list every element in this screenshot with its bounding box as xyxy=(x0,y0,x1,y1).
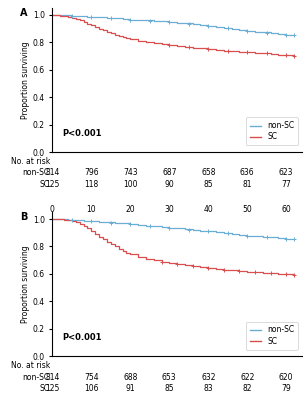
Text: 658: 658 xyxy=(201,168,216,177)
Text: A: A xyxy=(20,8,27,18)
Text: SC: SC xyxy=(40,180,50,189)
Text: P<0.001: P<0.001 xyxy=(62,129,102,138)
Text: P<0.001: P<0.001 xyxy=(62,333,102,342)
Text: 83: 83 xyxy=(204,384,213,393)
Text: No. at risk: No. at risk xyxy=(10,157,50,166)
Text: non-SC: non-SC xyxy=(23,372,50,382)
Text: 125: 125 xyxy=(45,384,59,393)
Text: 85: 85 xyxy=(164,384,174,393)
Text: 687: 687 xyxy=(162,168,176,177)
Text: B: B xyxy=(20,212,27,222)
Text: 796: 796 xyxy=(84,168,99,177)
Text: 100: 100 xyxy=(123,180,138,189)
Text: 623: 623 xyxy=(279,168,294,177)
Text: 106: 106 xyxy=(84,384,99,393)
Text: 91: 91 xyxy=(126,384,135,393)
Text: 118: 118 xyxy=(84,180,99,189)
Text: 82: 82 xyxy=(242,384,252,393)
Text: 620: 620 xyxy=(279,372,294,382)
Text: 90: 90 xyxy=(164,180,174,189)
Text: 85: 85 xyxy=(204,180,213,189)
Y-axis label: Proportion surviving: Proportion surviving xyxy=(21,41,30,119)
Text: No. at risk: No. at risk xyxy=(10,361,50,370)
Text: SC: SC xyxy=(40,384,50,393)
Text: 743: 743 xyxy=(123,168,138,177)
Text: 125: 125 xyxy=(45,180,59,189)
Text: 814: 814 xyxy=(45,168,59,177)
Text: 622: 622 xyxy=(240,372,254,382)
Text: 653: 653 xyxy=(162,372,176,382)
Text: 636: 636 xyxy=(240,168,255,177)
Legend: non-SC, SC: non-SC, SC xyxy=(246,117,298,145)
Text: 754: 754 xyxy=(84,372,99,382)
X-axis label: Survival time (months): Survival time (months) xyxy=(123,215,232,224)
Text: 688: 688 xyxy=(123,372,137,382)
Y-axis label: Proportion surviving: Proportion surviving xyxy=(21,245,30,323)
Legend: non-SC, SC: non-SC, SC xyxy=(246,322,298,350)
Text: 81: 81 xyxy=(242,180,252,189)
Text: 814: 814 xyxy=(45,372,59,382)
Text: non-SC: non-SC xyxy=(23,168,50,177)
Text: 632: 632 xyxy=(201,372,216,382)
Text: 79: 79 xyxy=(282,384,291,393)
Text: 77: 77 xyxy=(282,180,291,189)
